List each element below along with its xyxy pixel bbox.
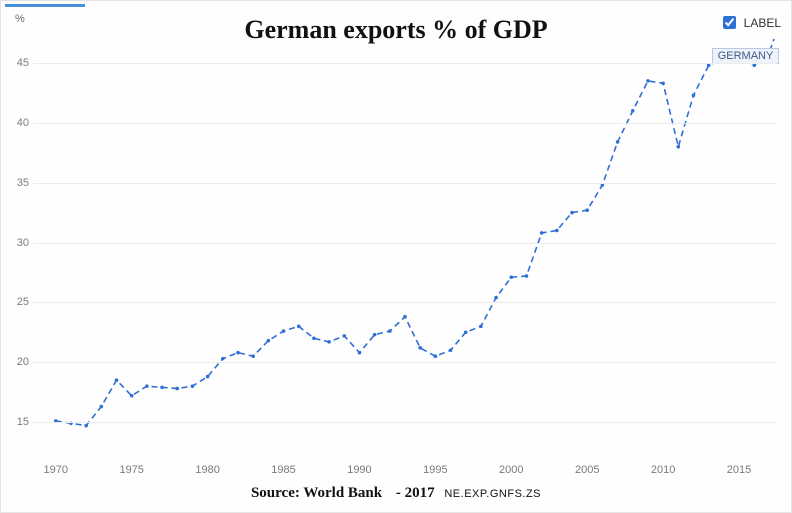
y-tick-label: 15 <box>7 416 29 428</box>
plot-area: GERMANY 15202530354045197019751980198519… <box>33 27 777 458</box>
gridline <box>33 243 777 244</box>
x-tick-label: 1990 <box>347 464 371 476</box>
topbar-accent <box>5 4 85 7</box>
gridline <box>33 63 777 64</box>
gridline <box>33 362 777 363</box>
x-tick-label: 2010 <box>651 464 675 476</box>
source-year: - 2017 <box>396 485 435 501</box>
gridline <box>33 302 777 303</box>
x-tick-label: 1985 <box>271 464 295 476</box>
x-tick-label: 1970 <box>44 464 68 476</box>
source-prefix: Source: World Bank <box>251 485 382 501</box>
y-tick-label: 30 <box>7 237 29 249</box>
series-end-label: GERMANY <box>712 48 780 64</box>
x-tick-label: 2005 <box>575 464 599 476</box>
y-tick-label: 45 <box>7 57 29 69</box>
y-tick-label: 25 <box>7 296 29 308</box>
gridline <box>33 183 777 184</box>
x-tick-label: 1980 <box>195 464 219 476</box>
y-tick-label: 40 <box>7 117 29 129</box>
y-tick-label: 35 <box>7 177 29 189</box>
x-tick-label: 1975 <box>119 464 143 476</box>
x-tick-label: 2000 <box>499 464 523 476</box>
source-caption: Source: World Bank - 2017 NE.EXP.GNFS.ZS <box>1 485 791 502</box>
source-code: NE.EXP.GNFS.ZS <box>444 488 541 500</box>
gridline <box>33 422 777 423</box>
x-tick-label: 2015 <box>727 464 751 476</box>
y-tick-label: 20 <box>7 356 29 368</box>
chart-frame: % German exports % of GDP LABEL GERMANY … <box>0 0 792 513</box>
gridline <box>33 123 777 124</box>
x-tick-label: 1995 <box>423 464 447 476</box>
